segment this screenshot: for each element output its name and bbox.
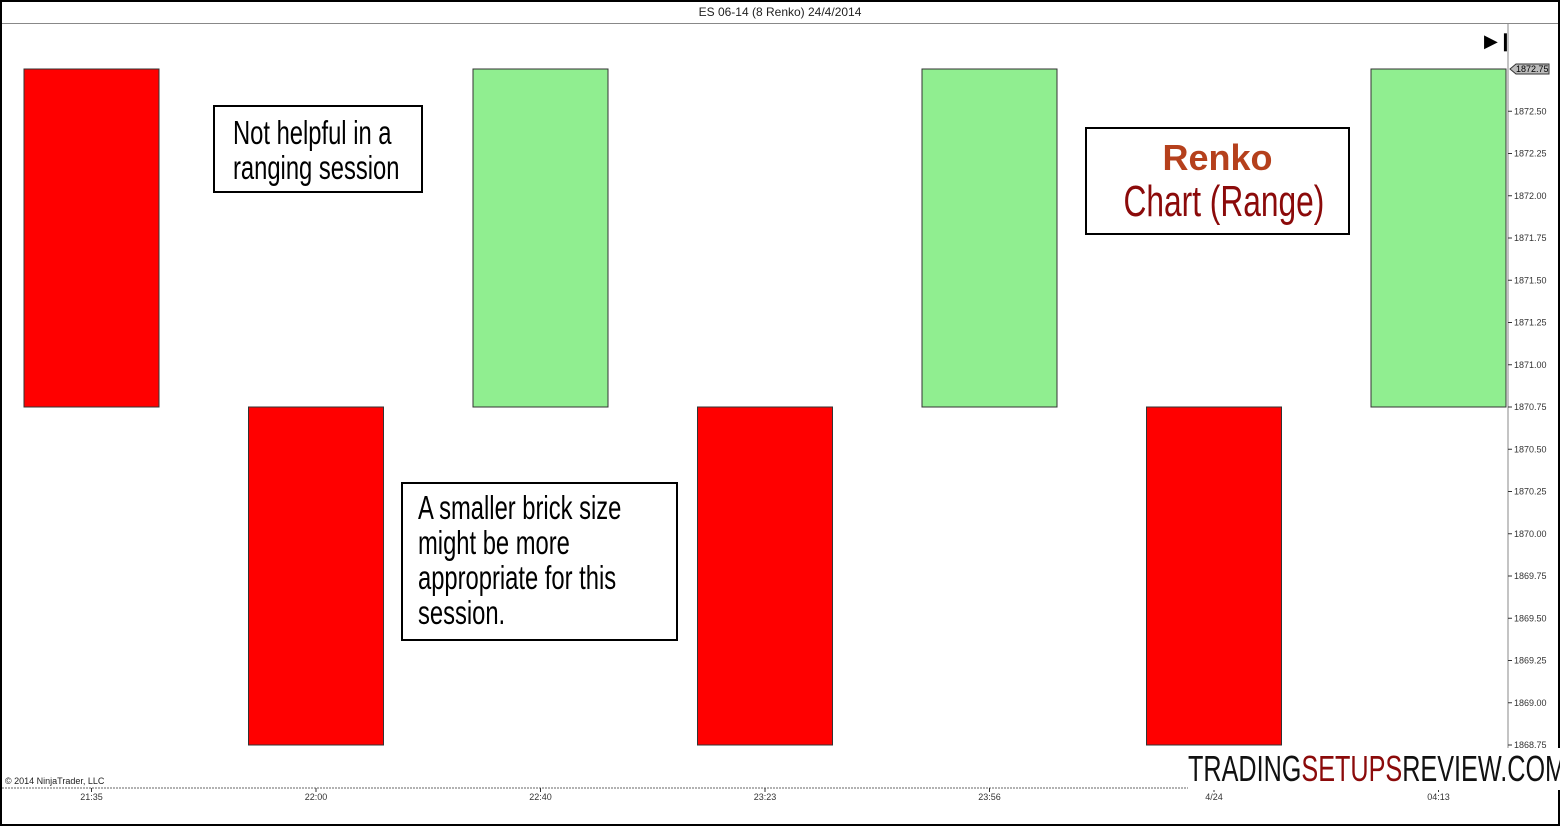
y-tick-label: 1869.00 xyxy=(1514,698,1547,708)
title-divider xyxy=(2,23,1558,24)
x-tick-label: 23:23 xyxy=(754,792,777,802)
y-tick-label: 1872.00 xyxy=(1514,191,1547,201)
renko-brick-up xyxy=(1370,68,1507,408)
y-tick-label: 1872.25 xyxy=(1514,149,1547,159)
label-chart-range: Chart (Range) xyxy=(1123,177,1325,226)
y-tick-label: 1871.25 xyxy=(1514,318,1547,328)
y-tick-label: 1869.75 xyxy=(1514,571,1547,581)
skip-to-end-icon[interactable]: ▶❙ xyxy=(1484,31,1513,51)
y-tick-label: 1870.75 xyxy=(1514,402,1547,412)
renko-brick-down xyxy=(697,406,833,746)
renko-brick-down xyxy=(23,68,160,408)
y-tick-label: 1870.50 xyxy=(1514,444,1547,454)
annotation-line: might be more xyxy=(418,524,570,561)
x-tick-label: 21:35 xyxy=(80,792,103,802)
y-tick-label: 1871.00 xyxy=(1514,360,1547,370)
y-tick-label: 1869.25 xyxy=(1514,656,1547,666)
y-tick-label: 1870.25 xyxy=(1514,487,1547,497)
renko-brick-up xyxy=(472,68,609,408)
last-price-label: 1872.75 xyxy=(1516,64,1549,74)
y-tick-label: 1869.50 xyxy=(1514,613,1547,623)
x-tick-label: 22:00 xyxy=(305,792,328,802)
annotation-line: session. xyxy=(418,594,506,631)
x-tick-label: 23:56 xyxy=(978,792,1001,802)
annotation-not-helpful: Not helpful in a ranging session xyxy=(213,105,423,193)
watermark-part: REVIEW.COM xyxy=(1402,748,1560,789)
x-tick-label: 4/24 xyxy=(1205,792,1223,802)
y-tick-label: 1870.00 xyxy=(1514,529,1547,539)
watermark-part: TRADING xyxy=(1188,748,1302,789)
renko-brick-down xyxy=(1146,406,1282,746)
y-tick-label: 1868.75 xyxy=(1514,740,1547,750)
annotation-line: appropriate for this xyxy=(418,559,617,596)
annotation-smaller-brick: A smaller brick size might be more appro… xyxy=(401,482,678,641)
watermark: TRADINGSETUPSREVIEW.COM xyxy=(1188,748,1560,790)
watermark-part: SETUPS xyxy=(1301,748,1403,789)
annotation-line: Not helpful in a xyxy=(233,114,392,151)
y-tick-label: 1872.50 xyxy=(1514,106,1547,116)
annotation-line: A smaller brick size xyxy=(418,489,622,526)
x-tick-label: 22:40 xyxy=(529,792,552,802)
chart-title: ES 06-14 (8 Renko) 24/4/2014 xyxy=(698,5,862,19)
y-tick-label: 1871.50 xyxy=(1514,275,1547,285)
copyright: © 2014 NinjaTrader, LLC xyxy=(5,776,105,786)
renko-chart-label: Renko Chart (Range) xyxy=(1085,127,1350,235)
y-tick-label: 1871.75 xyxy=(1514,233,1547,243)
last-price-marker xyxy=(1509,63,1550,75)
x-tick-label: 04:13 xyxy=(1427,792,1450,802)
renko-brick-up xyxy=(921,68,1058,408)
renko-brick-down xyxy=(248,406,384,746)
label-renko: Renko xyxy=(1162,137,1273,178)
annotation-line: ranging session xyxy=(233,149,400,186)
